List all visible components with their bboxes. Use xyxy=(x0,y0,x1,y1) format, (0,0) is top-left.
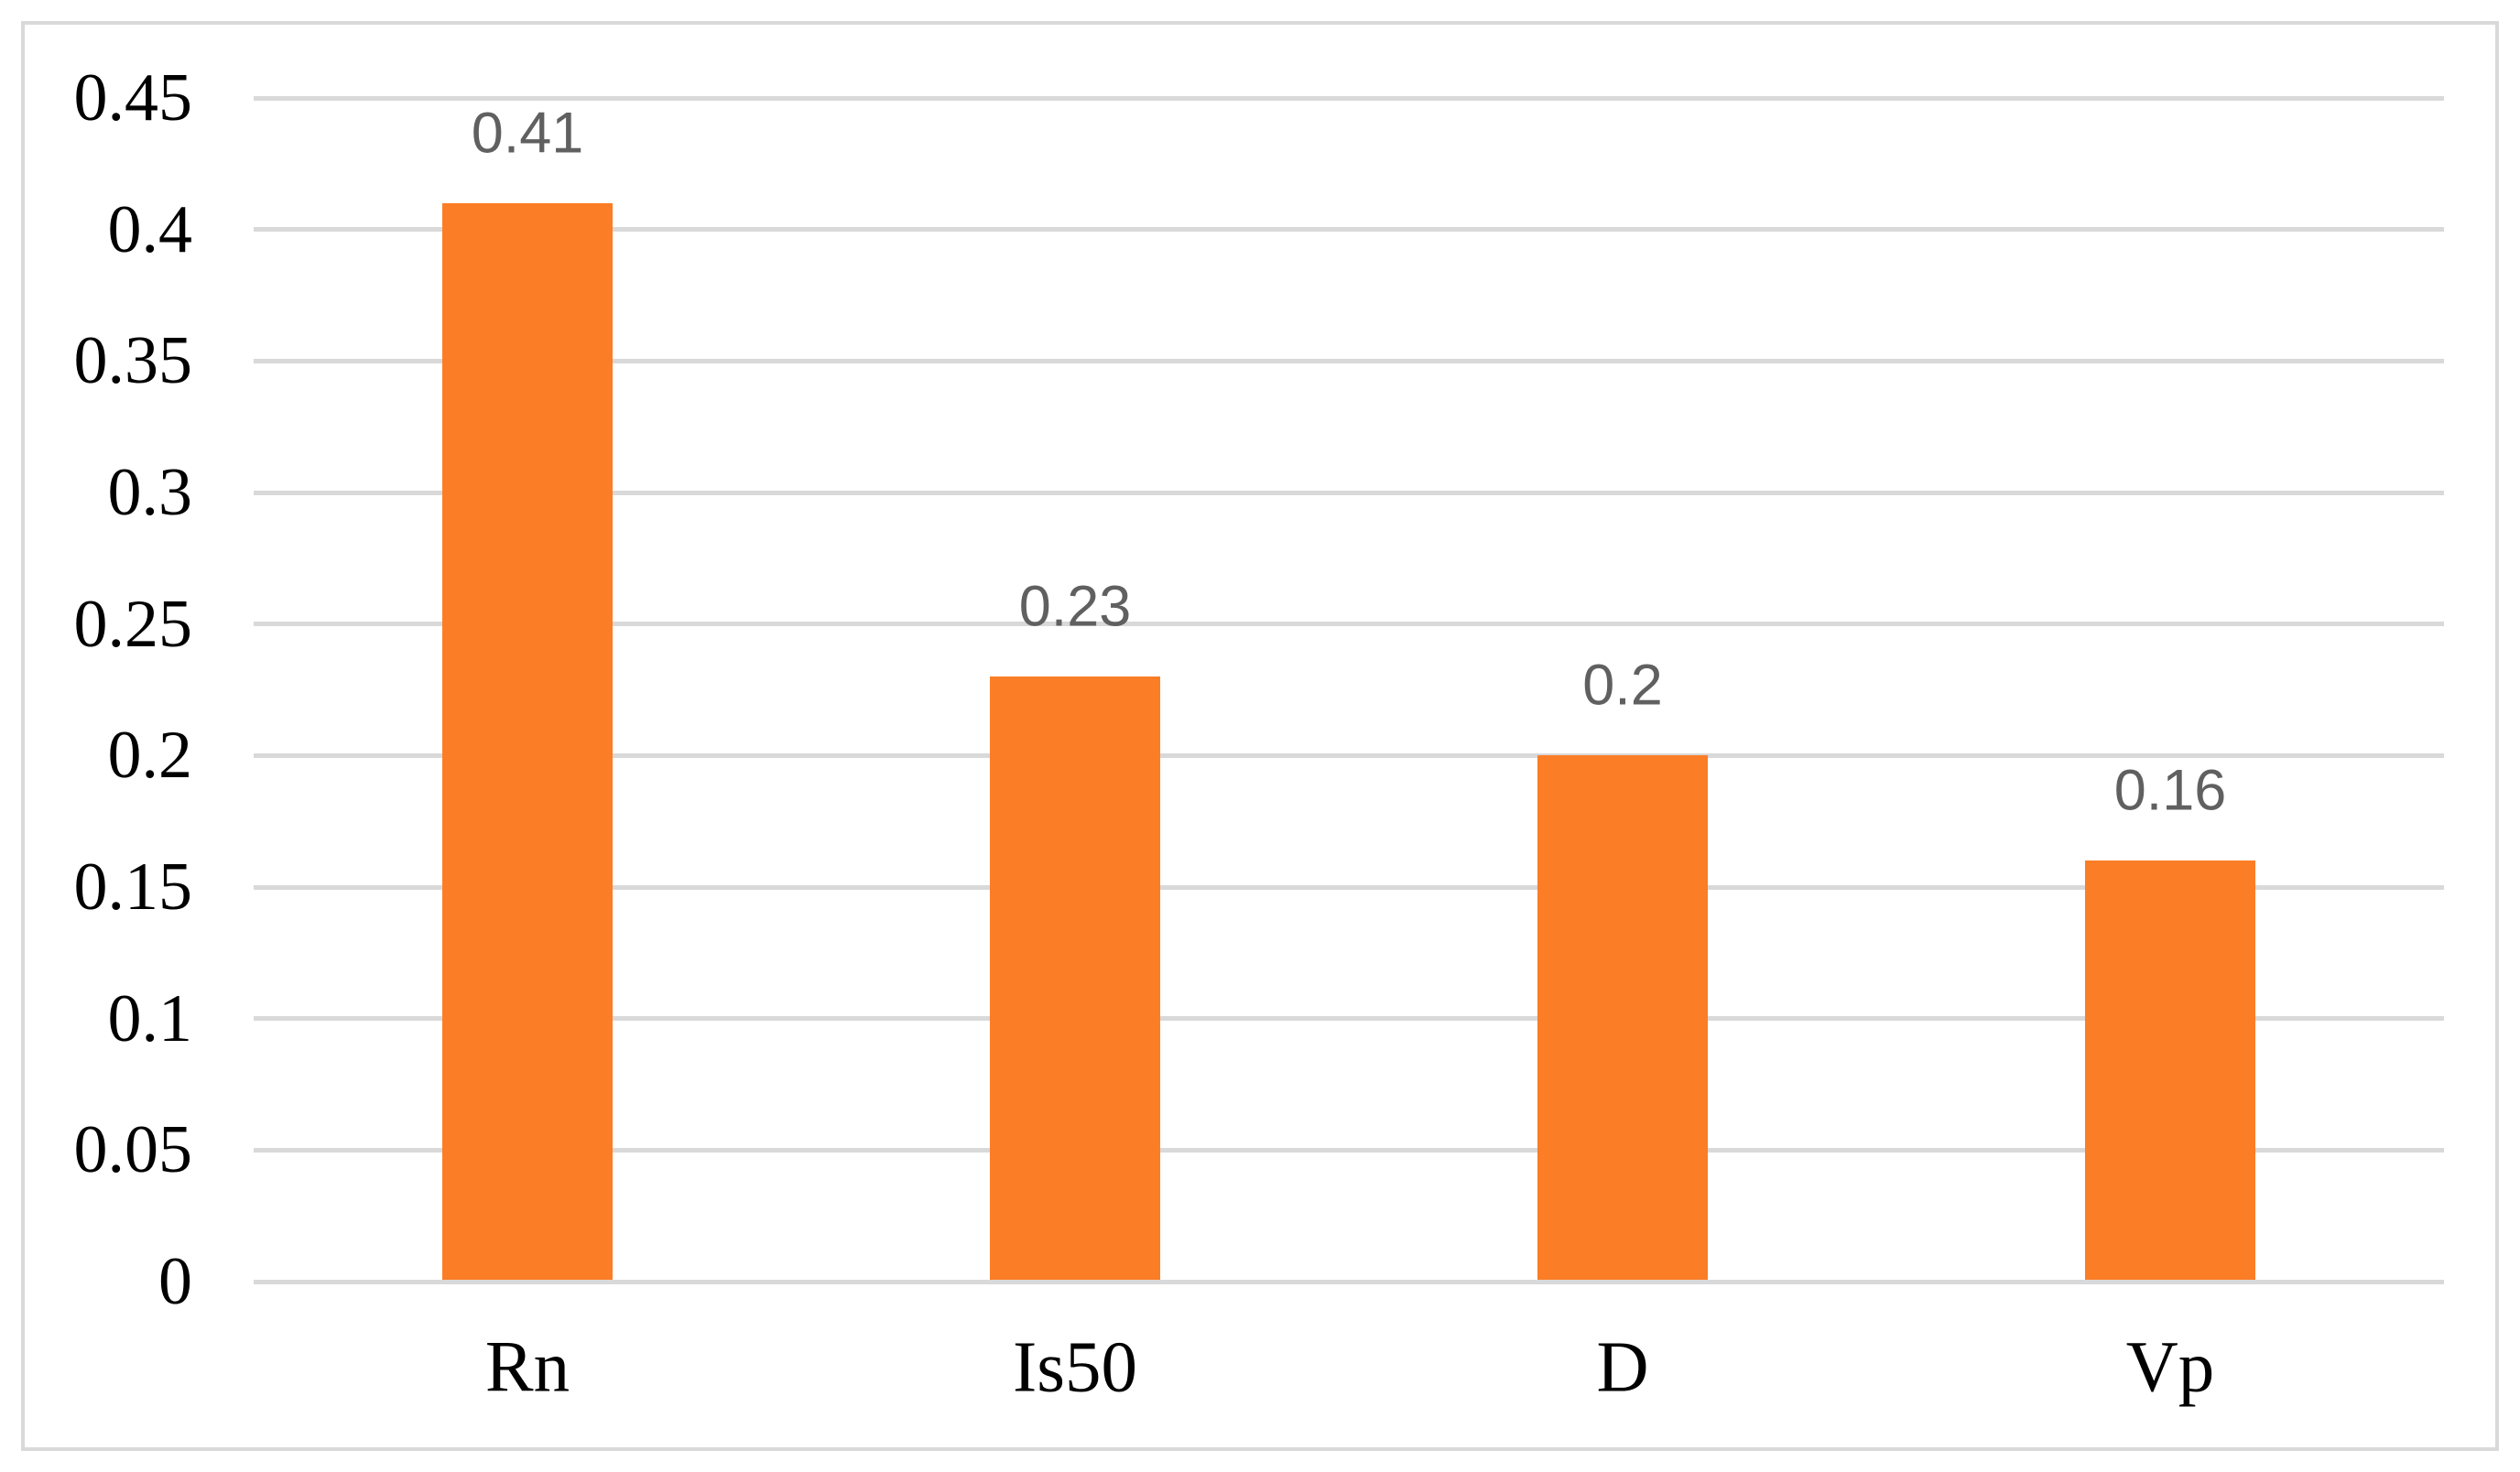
bar-is50 xyxy=(990,676,1160,1282)
gridline xyxy=(254,491,2444,495)
gridline xyxy=(254,359,2444,363)
bar-value-label: 0.2 xyxy=(1582,653,1663,718)
y-axis-tick-label: 0.1 xyxy=(107,981,193,1056)
gridline xyxy=(254,622,2444,626)
y-axis-tick-label: 0.35 xyxy=(73,323,193,398)
bar-vp xyxy=(2085,860,2255,1282)
y-axis-tick-label: 0.25 xyxy=(73,587,193,662)
gridline xyxy=(254,885,2444,890)
bar-d xyxy=(1537,755,1708,1282)
x-axis-category-label: Vp xyxy=(2125,1327,2215,1408)
y-axis-tick-label: 0.4 xyxy=(107,192,193,267)
gridline xyxy=(254,753,2444,758)
gridline xyxy=(254,227,2444,232)
y-axis-tick-label: 0.15 xyxy=(73,850,193,925)
x-axis-category-label: Rn xyxy=(484,1327,570,1408)
chart-border xyxy=(21,21,2499,1451)
bar-value-label: 0.41 xyxy=(471,101,584,166)
y-axis-tick-label: 0.05 xyxy=(73,1112,193,1187)
gridline xyxy=(254,1148,2444,1153)
bar-rn xyxy=(442,203,613,1282)
y-axis-tick-label: 0.2 xyxy=(107,718,193,793)
bar-value-label: 0.16 xyxy=(2113,758,2227,823)
x-axis-baseline xyxy=(254,1280,2444,1284)
gridline xyxy=(254,96,2444,101)
gridline xyxy=(254,1016,2444,1021)
y-axis-tick-label: 0.3 xyxy=(107,455,193,530)
bar-value-label: 0.23 xyxy=(1018,574,1132,639)
x-axis-category-label: D xyxy=(1596,1327,1649,1408)
y-axis-tick-label: 0 xyxy=(158,1244,192,1319)
x-axis-category-label: Is50 xyxy=(1012,1327,1138,1408)
y-axis-tick-label: 0.45 xyxy=(73,60,193,135)
